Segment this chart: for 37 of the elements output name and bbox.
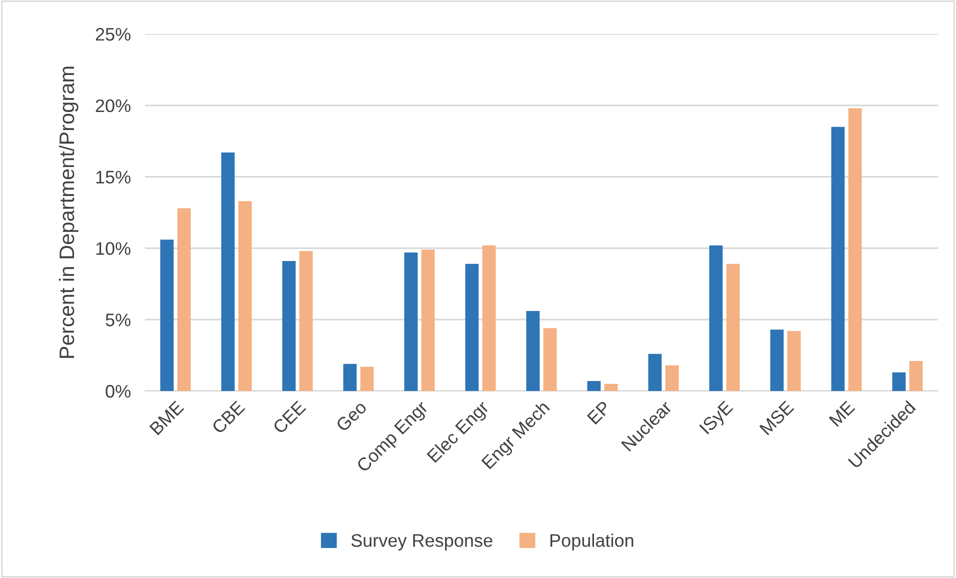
bar: [604, 384, 618, 391]
bar: [848, 108, 862, 391]
bar: [238, 201, 252, 391]
bar: [726, 264, 740, 391]
bar: [160, 240, 174, 391]
bar: [787, 331, 801, 391]
y-tick-label: 25%: [96, 28, 130, 41]
y-axis-title: Percent in Department/Program: [58, 66, 78, 358]
bar: [648, 354, 662, 391]
bar: [404, 252, 418, 391]
bar: [282, 261, 296, 391]
bar: [709, 245, 723, 391]
bar: [543, 328, 557, 391]
y-tick-label: 20%: [96, 99, 130, 112]
x-tick-label: Geo: [335, 400, 368, 432]
legend-label: Survey Response: [351, 534, 492, 550]
bar: [421, 250, 435, 391]
y-tick-label: 15%: [96, 170, 130, 184]
y-tick-label: 0%: [106, 384, 130, 398]
bar: [909, 361, 923, 391]
bar: [221, 152, 235, 391]
bar: [831, 126, 845, 391]
bar: [770, 330, 784, 391]
bar: [892, 372, 906, 391]
bar: [482, 245, 496, 391]
bar: [343, 364, 357, 391]
bar: [587, 381, 601, 391]
y-tick-label: 10%: [96, 242, 130, 255]
bar: [360, 366, 374, 391]
legend-label: Population: [550, 534, 634, 550]
x-tick-label: EP: [586, 400, 612, 425]
bar: [526, 311, 540, 391]
bar: [465, 264, 479, 391]
bar: [299, 251, 313, 391]
bar: [665, 365, 679, 391]
y-tick-label: 5%: [106, 314, 130, 326]
bar: [177, 208, 191, 391]
